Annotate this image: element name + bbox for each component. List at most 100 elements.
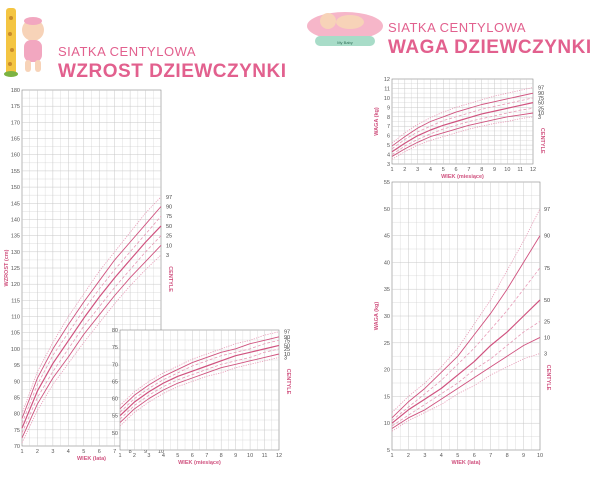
y-tick-label: 20 bbox=[384, 368, 390, 374]
x-tick-label: 8 bbox=[129, 449, 132, 455]
x-tick-label: 10 bbox=[537, 453, 543, 459]
centile-label-25: 25 bbox=[544, 319, 550, 325]
centile-label-90: 90 bbox=[284, 335, 290, 341]
y-axis-label: WAGA (kg) bbox=[374, 302, 380, 331]
x-tick-label: 6 bbox=[98, 449, 101, 455]
x-tick-label: 8 bbox=[506, 453, 509, 459]
x-tick-label: 5 bbox=[82, 449, 85, 455]
x-tick-label: 10 bbox=[504, 167, 510, 173]
y-tick-label: 100 bbox=[11, 347, 20, 353]
y-tick-label: 7 bbox=[387, 124, 390, 130]
x-axis-label: WIEK (miesiące) bbox=[441, 174, 484, 180]
centile-label-50: 50 bbox=[544, 298, 550, 304]
x-axis-label: WIEK (lata) bbox=[77, 456, 106, 462]
x-tick-label: 7 bbox=[467, 167, 470, 173]
centile-label-75: 75 bbox=[544, 266, 550, 272]
y-tick-label: 30 bbox=[384, 314, 390, 320]
centile-line-10 bbox=[21, 245, 162, 439]
x-tick-label: 4 bbox=[440, 453, 443, 459]
x-tick-label: 6 bbox=[473, 453, 476, 459]
centile-label-50: 50 bbox=[538, 101, 544, 107]
centile-label-10: 10 bbox=[538, 111, 544, 117]
y-tick-label: 105 bbox=[11, 331, 20, 337]
x-tick-label: 3 bbox=[423, 453, 426, 459]
y-tick-label: 4 bbox=[387, 153, 390, 159]
y-tick-label: 5 bbox=[387, 448, 390, 454]
y-tick-label: 125 bbox=[11, 266, 20, 272]
x-tick-label: 7 bbox=[489, 453, 492, 459]
y-tick-label: 55 bbox=[384, 180, 390, 186]
x-tick-label: 9 bbox=[234, 453, 237, 459]
x-tick-label: 3 bbox=[147, 453, 150, 459]
centile-line-90 bbox=[21, 206, 162, 419]
y-tick-label: 75 bbox=[14, 428, 20, 434]
x-tick-label: 8 bbox=[220, 453, 223, 459]
y-tick-label: 80 bbox=[14, 412, 20, 418]
y-tick-label: 25 bbox=[384, 341, 390, 347]
x-tick-label: 5 bbox=[176, 453, 179, 459]
centile-line-50 bbox=[119, 344, 280, 417]
x-tick-label: 2 bbox=[133, 453, 136, 459]
left-chart-subtitle: SIATKA CENTYLOWA bbox=[58, 44, 196, 59]
right-chart-title: WAGA DZIEWCZYNKI bbox=[388, 37, 592, 58]
centile-line-97 bbox=[119, 331, 280, 406]
x-tick-label: 5 bbox=[456, 453, 459, 459]
baby-girl-illustration bbox=[22, 17, 44, 72]
centile-axis-title: CENTYLE bbox=[545, 365, 551, 391]
x-tick-label: 2 bbox=[407, 453, 410, 459]
centile-line-75 bbox=[391, 267, 541, 421]
centile-label-75: 75 bbox=[538, 96, 544, 102]
centile-axis-title: CENTYLE bbox=[539, 128, 545, 154]
centile-line-75 bbox=[21, 215, 162, 424]
centile-axis-title: CENTYLE bbox=[167, 266, 173, 292]
x-tick-label: 10 bbox=[247, 453, 253, 459]
y-tick-label: 12 bbox=[384, 77, 390, 83]
centile-line-97 bbox=[21, 196, 162, 414]
y-tick-label: 45 bbox=[384, 234, 390, 240]
x-tick-label: 1 bbox=[390, 167, 393, 173]
y-axis-label: WAGA (kg) bbox=[374, 107, 380, 136]
centile-line-3 bbox=[21, 254, 162, 443]
y-tick-label: 65 bbox=[112, 379, 118, 385]
centile-label-75: 75 bbox=[166, 214, 172, 220]
y-tick-label: 155 bbox=[11, 169, 20, 175]
centile-label-10: 10 bbox=[284, 352, 290, 358]
y-tick-label: 115 bbox=[11, 298, 20, 304]
y-tick-label: 135 bbox=[11, 234, 20, 240]
centile-axis-title: CENTYLE bbox=[285, 369, 291, 395]
y-tick-label: 90 bbox=[14, 379, 20, 385]
centile-label-97: 97 bbox=[544, 207, 550, 213]
centile-label-10: 10 bbox=[166, 243, 172, 249]
centile-label-97: 97 bbox=[284, 330, 290, 336]
x-tick-label: 8 bbox=[480, 167, 483, 173]
centile-label-90: 90 bbox=[166, 205, 172, 211]
centile-line-3 bbox=[391, 353, 541, 432]
centile-label-3: 3 bbox=[538, 115, 541, 121]
centile-line-75 bbox=[391, 97, 534, 150]
x-tick-label: 12 bbox=[276, 453, 282, 459]
centile-label-3: 3 bbox=[544, 352, 547, 358]
x-tick-label: 1 bbox=[118, 453, 121, 459]
x-tick-label: 10 bbox=[158, 449, 164, 455]
left-chart-title: WZROST DZIEWCZYNKI bbox=[58, 61, 287, 82]
centile-line-25 bbox=[21, 235, 162, 434]
x-tick-label: 11 bbox=[262, 453, 268, 459]
y-tick-label: 85 bbox=[14, 395, 20, 401]
y-tick-label: 180 bbox=[11, 88, 20, 94]
centile-line-10 bbox=[391, 112, 534, 157]
x-tick-label: 9 bbox=[522, 453, 525, 459]
y-tick-label: 70 bbox=[14, 444, 20, 450]
right-chart-subtitle: SIATKA CENTYLOWA bbox=[388, 20, 526, 35]
x-tick-label: 2 bbox=[403, 167, 406, 173]
y-tick-label: 9 bbox=[387, 105, 390, 111]
centile-line-25 bbox=[391, 321, 541, 427]
centile-line-3 bbox=[391, 116, 534, 160]
x-tick-label: 5 bbox=[442, 167, 445, 173]
centile-label-97: 97 bbox=[166, 195, 172, 201]
x-tick-label: 4 bbox=[429, 167, 432, 173]
y-tick-label: 75 bbox=[112, 345, 118, 351]
x-tick-label: 1 bbox=[20, 449, 23, 455]
centile-label-3: 3 bbox=[166, 253, 169, 259]
